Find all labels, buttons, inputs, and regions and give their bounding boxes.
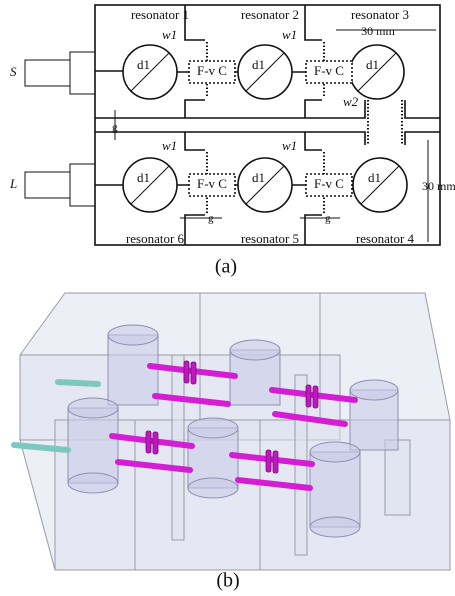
cylinder-base <box>188 478 238 498</box>
disc <box>146 431 151 453</box>
gap-label: g <box>112 122 118 134</box>
diameter-label: d1 <box>368 170 381 185</box>
cylinder <box>310 452 360 527</box>
iris-label: w1 <box>162 27 177 42</box>
gap-label: g <box>325 213 331 225</box>
wall <box>305 5 322 40</box>
port-connector <box>25 60 70 86</box>
diameter-label: d1 <box>137 170 150 185</box>
cylinder-top <box>350 380 398 400</box>
caption: (b) <box>216 570 239 592</box>
wall <box>305 215 322 245</box>
resonator-label: resonator 5 <box>241 231 299 246</box>
iris-label: w1 <box>282 27 297 42</box>
cylinder-top <box>68 398 118 418</box>
diameter-label: d1 <box>137 57 150 72</box>
wall-slab <box>385 440 410 515</box>
cylinder-top <box>230 340 280 360</box>
dimension-label: 30 mm <box>422 179 455 193</box>
coupler-label: F-v C <box>314 176 344 191</box>
wall <box>185 215 205 245</box>
coupler-label: F-v C <box>197 176 227 191</box>
port-label: L <box>9 176 17 191</box>
cylinder-top <box>108 325 158 345</box>
diameter-label: d1 <box>252 57 265 72</box>
disc <box>273 451 278 473</box>
port-label: S <box>10 64 17 79</box>
wall <box>95 100 365 118</box>
schematic: S L resonator 1 resonator 2 resonator 3 … <box>9 5 455 278</box>
coupler-label: F-v C <box>197 63 227 78</box>
resonator-label: resonator 6 <box>126 231 185 246</box>
cylinder-base <box>310 517 360 537</box>
cylinder-base <box>68 473 118 493</box>
port-connector <box>25 172 70 198</box>
resonator-label: resonator 2 <box>241 7 299 22</box>
cylinder-top <box>310 442 360 462</box>
wall <box>305 132 322 150</box>
disc <box>153 432 158 454</box>
cylinder <box>68 408 118 483</box>
resonator-label: resonator 3 <box>351 7 409 22</box>
disc <box>184 361 189 383</box>
iris-label: w1 <box>162 138 177 153</box>
port-flange <box>70 52 95 94</box>
disc <box>306 385 311 407</box>
diameter-label: d1 <box>366 57 379 72</box>
wall <box>95 132 365 145</box>
resonator-label: resonator 4 <box>356 231 415 246</box>
wall <box>185 100 205 118</box>
figure: S L resonator 1 resonator 2 resonator 3 … <box>0 0 455 596</box>
diameter-label: d1 <box>252 170 265 185</box>
resonator-label: resonator 1 <box>131 7 189 22</box>
dimension-label: 30 mm <box>361 24 395 38</box>
resonator-circles <box>123 45 407 212</box>
render-3d: (b) <box>14 293 450 592</box>
iris-label: w1 <box>282 138 297 153</box>
cylinder-top <box>188 418 238 438</box>
caption: (a) <box>215 256 237 278</box>
wall <box>305 100 322 118</box>
disc <box>266 450 271 472</box>
port-flange <box>70 164 95 206</box>
wall <box>185 132 205 150</box>
outer-wall <box>95 5 440 245</box>
wall <box>405 132 440 145</box>
wall <box>405 100 440 118</box>
gap-label: g <box>208 213 214 225</box>
disc <box>313 386 318 408</box>
coupler-label: F-v C <box>314 63 344 78</box>
iris-label: w2 <box>343 94 359 109</box>
disc <box>191 362 196 384</box>
port-pin <box>58 382 98 384</box>
